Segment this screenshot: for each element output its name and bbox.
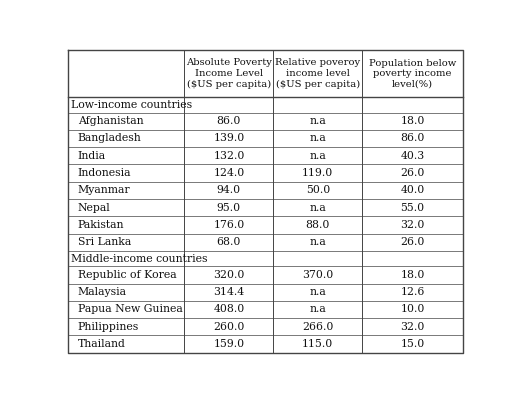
Text: Nepal: Nepal xyxy=(78,203,110,213)
Text: 370.0: 370.0 xyxy=(302,270,334,280)
Text: 176.0: 176.0 xyxy=(213,220,244,230)
Text: Middle-income countries: Middle-income countries xyxy=(71,253,208,263)
Text: 88.0: 88.0 xyxy=(306,220,330,230)
Text: 320.0: 320.0 xyxy=(213,270,244,280)
Text: 94.0: 94.0 xyxy=(217,186,241,196)
Text: Indonesia: Indonesia xyxy=(78,168,132,178)
Text: 68.0: 68.0 xyxy=(217,237,241,247)
Text: Absolute Poverty
Income Level
($US per capita): Absolute Poverty Income Level ($US per c… xyxy=(186,58,272,89)
Text: Pakistan: Pakistan xyxy=(78,220,124,230)
Text: Population below
poverty income
level(%): Population below poverty income level(%) xyxy=(369,59,456,89)
Text: 86.0: 86.0 xyxy=(400,134,425,144)
Text: n.a: n.a xyxy=(309,203,326,213)
Text: 32.0: 32.0 xyxy=(400,220,425,230)
Text: 26.0: 26.0 xyxy=(400,168,425,178)
Text: 40.0: 40.0 xyxy=(400,186,425,196)
Text: 314.4: 314.4 xyxy=(213,287,244,297)
Text: 32.0: 32.0 xyxy=(400,322,425,332)
Text: 159.0: 159.0 xyxy=(213,339,244,349)
Text: n.a: n.a xyxy=(309,287,326,297)
Text: n.a: n.a xyxy=(309,304,326,314)
Text: n.a: n.a xyxy=(309,134,326,144)
Text: Sri Lanka: Sri Lanka xyxy=(78,237,131,247)
Text: 139.0: 139.0 xyxy=(213,134,244,144)
Text: 50.0: 50.0 xyxy=(306,186,330,196)
Text: n.a: n.a xyxy=(309,151,326,161)
Text: Relative poveroy
income level
($US per capita): Relative poveroy income level ($US per c… xyxy=(275,58,361,89)
Text: Myanmar: Myanmar xyxy=(78,186,131,196)
Text: Thailand: Thailand xyxy=(78,339,126,349)
Text: 12.6: 12.6 xyxy=(400,287,425,297)
Text: 132.0: 132.0 xyxy=(213,151,244,161)
Text: 95.0: 95.0 xyxy=(217,203,241,213)
Text: India: India xyxy=(78,151,106,161)
Text: 55.0: 55.0 xyxy=(400,203,425,213)
Text: 40.3: 40.3 xyxy=(400,151,425,161)
Text: 26.0: 26.0 xyxy=(400,237,425,247)
Text: n.a: n.a xyxy=(309,116,326,126)
Text: Papua New Guinea: Papua New Guinea xyxy=(78,304,182,314)
Text: Low-income countries: Low-income countries xyxy=(71,100,192,110)
Text: 115.0: 115.0 xyxy=(302,339,334,349)
Text: Philippines: Philippines xyxy=(78,322,139,332)
Text: n.a: n.a xyxy=(309,237,326,247)
Text: 18.0: 18.0 xyxy=(400,270,425,280)
Text: 124.0: 124.0 xyxy=(213,168,244,178)
Text: Bangladesh: Bangladesh xyxy=(78,134,141,144)
Text: 408.0: 408.0 xyxy=(213,304,244,314)
Text: 266.0: 266.0 xyxy=(302,322,334,332)
Text: 15.0: 15.0 xyxy=(400,339,425,349)
Text: Republic of Korea: Republic of Korea xyxy=(78,270,177,280)
Text: 10.0: 10.0 xyxy=(400,304,425,314)
Text: 86.0: 86.0 xyxy=(217,116,241,126)
Text: 119.0: 119.0 xyxy=(302,168,334,178)
Text: 260.0: 260.0 xyxy=(213,322,244,332)
Text: Afghanistan: Afghanistan xyxy=(78,116,143,126)
Text: 18.0: 18.0 xyxy=(400,116,425,126)
Text: Malaysia: Malaysia xyxy=(78,287,127,297)
